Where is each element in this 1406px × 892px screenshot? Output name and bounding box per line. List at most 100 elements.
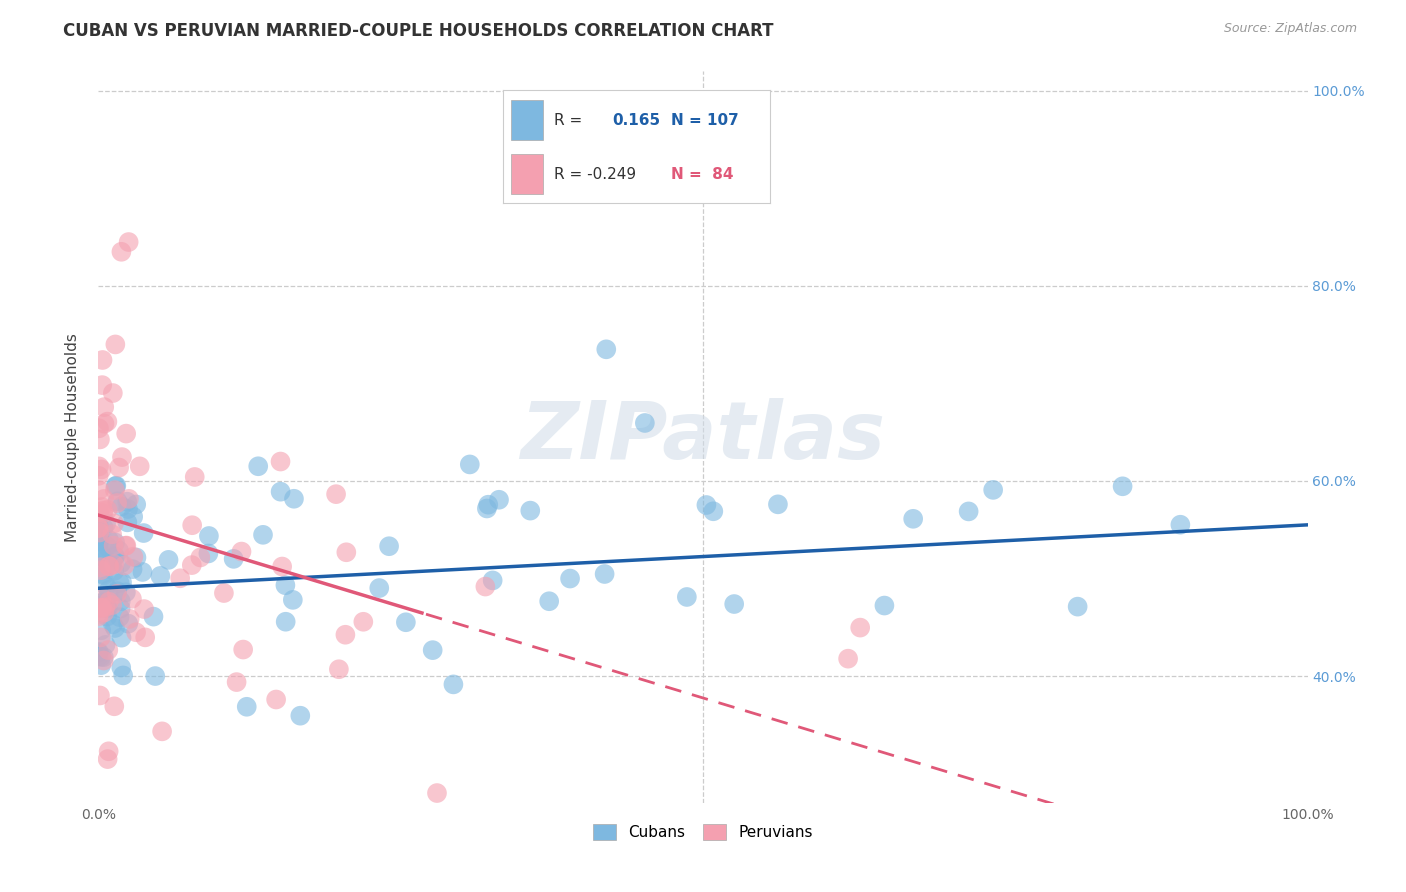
Point xyxy=(96,415,118,429)
Point xyxy=(97,594,120,608)
Point xyxy=(117,616,139,631)
Point xyxy=(96,503,118,517)
Point xyxy=(252,528,274,542)
Point xyxy=(115,494,138,508)
Point xyxy=(1170,517,1192,532)
Point xyxy=(271,559,294,574)
Point xyxy=(104,483,127,497)
Point xyxy=(595,343,617,357)
Point xyxy=(94,638,117,652)
Point xyxy=(87,597,110,611)
Point xyxy=(110,556,132,570)
Point xyxy=(97,533,120,547)
Point xyxy=(198,529,221,543)
Point xyxy=(91,503,114,517)
Point xyxy=(89,533,111,548)
Point xyxy=(93,650,115,665)
Point xyxy=(150,724,173,739)
Point xyxy=(957,504,980,518)
Point xyxy=(634,416,657,430)
Point xyxy=(395,615,418,630)
Point xyxy=(131,565,153,579)
Point xyxy=(87,421,110,435)
Point xyxy=(352,615,374,629)
Point xyxy=(89,689,111,703)
Point xyxy=(115,426,138,441)
Point xyxy=(87,645,110,659)
Point xyxy=(125,625,148,640)
Point xyxy=(90,631,112,645)
Point xyxy=(108,576,131,591)
Point xyxy=(197,546,219,560)
Point xyxy=(281,592,304,607)
Point xyxy=(378,539,401,553)
Point xyxy=(1111,479,1133,493)
Point xyxy=(676,590,699,604)
Point xyxy=(97,601,120,615)
Point xyxy=(97,582,120,597)
Point xyxy=(90,600,112,615)
Point xyxy=(111,575,134,590)
Point xyxy=(104,549,127,564)
Point xyxy=(125,498,148,512)
Point xyxy=(101,527,124,541)
Point xyxy=(274,578,297,592)
Point xyxy=(87,521,110,535)
Point xyxy=(441,677,464,691)
Point xyxy=(87,505,110,519)
Point xyxy=(108,610,131,624)
Point xyxy=(181,518,204,533)
Text: ZIPatlas: ZIPatlas xyxy=(520,398,886,476)
Point xyxy=(89,529,111,543)
Point xyxy=(426,786,449,800)
Point xyxy=(105,587,128,601)
Point xyxy=(1066,599,1088,614)
Point xyxy=(104,535,127,549)
Point xyxy=(477,498,499,512)
Point xyxy=(212,586,235,600)
Point xyxy=(87,517,110,532)
Point xyxy=(222,552,245,566)
Point xyxy=(101,598,124,612)
Point xyxy=(101,617,124,632)
Point xyxy=(157,553,180,567)
Point xyxy=(90,658,112,673)
Point xyxy=(103,699,125,714)
Point xyxy=(104,621,127,635)
Point xyxy=(901,512,924,526)
Point xyxy=(87,649,110,664)
Point xyxy=(90,563,112,577)
Point xyxy=(873,599,896,613)
Point xyxy=(91,378,114,392)
Point xyxy=(695,498,717,512)
Point xyxy=(115,539,138,553)
Point xyxy=(91,566,114,581)
Point xyxy=(458,458,481,472)
Text: Source: ZipAtlas.com: Source: ZipAtlas.com xyxy=(1223,22,1357,36)
Point xyxy=(89,534,111,549)
Point xyxy=(93,400,115,414)
Point xyxy=(110,601,132,615)
Point xyxy=(87,607,110,622)
Point xyxy=(94,516,117,531)
Point xyxy=(110,631,132,645)
Point xyxy=(101,386,124,401)
Point xyxy=(117,516,139,530)
Point xyxy=(87,599,110,613)
Point xyxy=(114,539,136,553)
Point xyxy=(108,543,131,558)
Point xyxy=(849,621,872,635)
Point xyxy=(110,594,132,608)
Point xyxy=(231,544,253,558)
Point xyxy=(101,558,124,573)
Point xyxy=(702,504,724,518)
Point xyxy=(90,591,112,605)
Point xyxy=(104,549,127,564)
Point xyxy=(105,479,128,493)
Point xyxy=(103,564,125,578)
Point xyxy=(488,492,510,507)
Point xyxy=(104,337,127,351)
Point xyxy=(93,654,115,668)
Point xyxy=(122,549,145,564)
Point xyxy=(149,569,172,583)
